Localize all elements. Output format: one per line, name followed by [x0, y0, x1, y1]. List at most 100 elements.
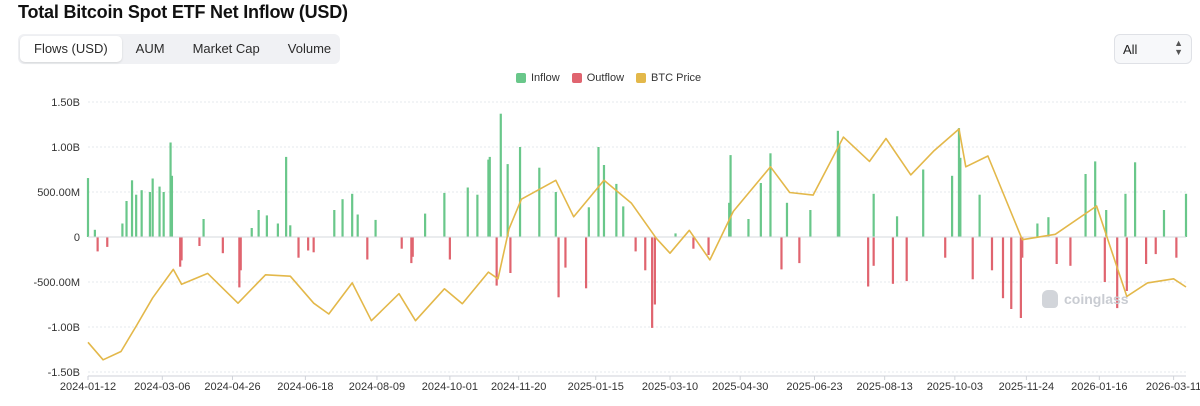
inflow-bar-35: [554, 192, 557, 237]
inflow-bar-3: [125, 201, 128, 237]
time-range-select[interactable]: All ▲ ▼: [1114, 34, 1192, 64]
inflow-bar-0: [86, 178, 90, 237]
outflow-bar-31: [891, 237, 895, 284]
inflow-bar-13: [202, 219, 205, 237]
btc-price-line: [87, 128, 1187, 361]
legend-item-outflow[interactable]: Outflow: [571, 72, 625, 84]
inflow-bar-55: [957, 128, 961, 237]
outflow-bar-40: [1055, 237, 1058, 264]
inflow-bar-48: [809, 210, 812, 237]
inflow-bar-33: [518, 147, 522, 237]
outflow-bar-3: [180, 237, 183, 261]
legend-swatch-btc-price: [636, 73, 647, 83]
inflow-bar-52: [895, 216, 899, 237]
outflow-bar-45: [1144, 237, 1148, 264]
inflow-bar-1: [93, 229, 96, 237]
outflow-bar-22: [644, 237, 647, 271]
outflow-bar-10: [312, 237, 315, 253]
inflow-bar-43: [729, 155, 732, 237]
inflow-bar-57: [978, 194, 981, 237]
legend-item-btc-price[interactable]: BTC Price: [636, 72, 701, 84]
coinglass-watermark: coinglass: [1042, 290, 1129, 308]
outflow-bar-26: [707, 237, 710, 255]
tab-market-cap[interactable]: Market Cap: [192, 41, 260, 56]
x-tick-label-2: 2024-04-26: [204, 381, 260, 393]
outflow-bar-4: [198, 237, 201, 246]
y-tick-label-5: -1.00B: [48, 322, 80, 334]
inflow-bar-14: [250, 228, 253, 237]
inflow-bar-32: [506, 164, 509, 237]
inflow-bar-10: [162, 192, 165, 237]
tab-aum[interactable]: AUM: [135, 41, 165, 56]
inflow-bar-19: [289, 225, 292, 237]
x-tick-label-1: 2024-03-06: [134, 381, 190, 393]
outflow-bar-42: [1103, 237, 1106, 282]
inflow-bar-60: [1084, 174, 1087, 237]
x-tick-label-7: 2025-01-15: [568, 381, 624, 393]
inflow-bar-54: [950, 175, 954, 237]
outflow-bar-41: [1069, 237, 1072, 266]
x-tick-label-11: 2025-08-13: [857, 381, 913, 393]
outflow-bar-11: [366, 237, 369, 260]
coinglass-logo-icon: [1042, 290, 1058, 308]
inflow-bar-65: [1162, 210, 1166, 237]
inflow-bar-39: [615, 183, 618, 237]
btc-price-line-group: [87, 128, 1187, 361]
x-tick-label-0: 2024-01-12: [60, 381, 116, 393]
inflow-bar-2: [121, 223, 124, 237]
inflow-bar-8: [151, 178, 154, 237]
outflow-bar-14: [411, 237, 414, 257]
outflow-bar-20: [584, 237, 588, 289]
outflow-bar-6: [238, 237, 241, 288]
x-tick-label-4: 2024-08-09: [349, 381, 405, 393]
outflow-bar-18: [557, 237, 560, 298]
outflow-bar-9: [307, 237, 310, 251]
outflow-bar-43: [1116, 237, 1119, 309]
x-tick-label-9: 2025-04-30: [712, 381, 768, 393]
inflow-bar-25: [424, 213, 427, 237]
tab-flows-usd[interactable]: Flows (USD): [20, 36, 122, 62]
inflow-bar-51: [872, 193, 875, 237]
y-tick-label-2: 500.00M: [37, 187, 80, 199]
y-axis: 1.50B 1.00B 500.00M 0 -500.00M -1.00B -1.50B: [34, 97, 80, 379]
inflow-bar-37: [597, 147, 600, 237]
y-tick-label-0: 1.50B: [51, 97, 80, 109]
tab-volume[interactable]: Volume: [287, 41, 332, 56]
y-tick-label-3: 0: [74, 232, 80, 244]
inflow-bar-5: [135, 194, 138, 237]
etf-flow-chart: 1.50B 1.00B 500.00M 0 -500.00M -1.00B -1.50B 2…: [34, 97, 1200, 393]
x-tick-label-8: 2025-03-10: [642, 381, 698, 393]
inflow-bar-40: [622, 206, 625, 237]
outflow-bar-23: [651, 237, 654, 328]
outflow-bar-28: [798, 237, 801, 264]
outflow-bar-16: [495, 237, 498, 286]
outflow-bar-25: [692, 237, 695, 249]
inflow-bar-34: [538, 167, 541, 237]
inflow-bar-28: [476, 194, 479, 237]
inflow-bar-18: [285, 156, 288, 237]
inflow-bar-47: [785, 202, 789, 237]
inflow-bar-41: [674, 233, 677, 237]
inflow-bar-64: [1133, 162, 1137, 237]
inflow-bar-45: [759, 183, 762, 237]
inflow-bar-46: [769, 153, 772, 237]
outflow-bar-37: [1010, 237, 1013, 309]
outflow-bar-46: [1154, 237, 1157, 255]
inflow-bar-21: [341, 199, 344, 237]
outflow-bar-30: [872, 237, 875, 266]
x-tick-label-14: 2026-01-16: [1071, 381, 1127, 393]
y-tick-label-1: 1.00B: [51, 142, 80, 154]
x-tick-label-5: 2024-10-01: [422, 381, 478, 393]
outflow-bar-13: [410, 237, 413, 264]
legend-label-outflow: Outflow: [586, 72, 625, 84]
legend-item-inflow[interactable]: Inflow: [516, 72, 560, 84]
inflow-bar-44: [747, 219, 750, 237]
x-tick-label-10: 2025-06-23: [786, 381, 842, 393]
inflow-bar-30: [488, 156, 491, 237]
watermark-text: coinglass: [1064, 291, 1129, 307]
outflow-bar-29: [867, 237, 870, 287]
inflow-bar-7: [148, 192, 152, 237]
outflow-bar-19: [564, 237, 567, 268]
outflow-bar-24: [653, 237, 656, 305]
legend-swatch-outflow: [571, 73, 582, 83]
